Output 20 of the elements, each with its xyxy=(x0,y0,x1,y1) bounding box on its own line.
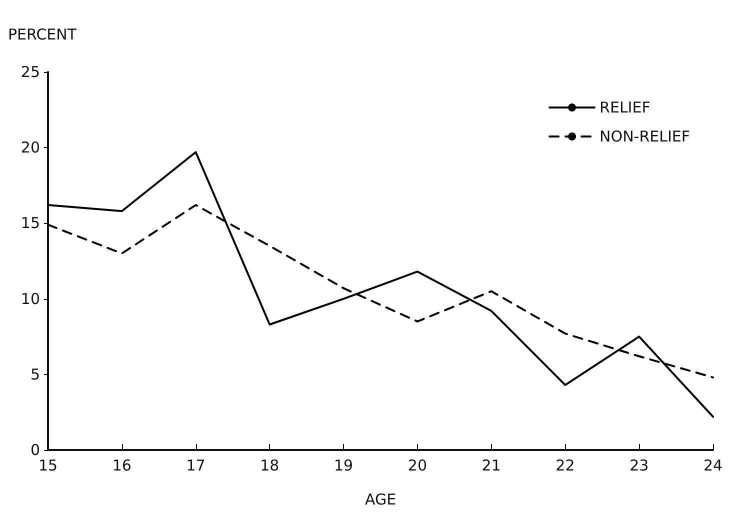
y-tick-label: 20 xyxy=(20,138,40,157)
x-tick-label: 19 xyxy=(334,456,354,474)
x-tick-label: 24 xyxy=(703,456,723,474)
x-tick-label: 21 xyxy=(482,456,501,474)
x-tick-label: 20 xyxy=(408,456,427,474)
y-tick-label: 0 xyxy=(30,441,40,459)
line-series xyxy=(47,151,714,418)
legend-label: RELIEF xyxy=(600,98,650,116)
x-tick-label: 16 xyxy=(112,456,132,474)
x-axis-title: AGE xyxy=(364,490,396,508)
x-tick-label: 23 xyxy=(630,456,649,474)
y-axis-title: PERCENT xyxy=(8,26,78,44)
x-tick-label: 22 xyxy=(556,456,575,474)
y-tick-label: 25 xyxy=(20,63,40,81)
y-tick-label: 5 xyxy=(30,365,40,384)
legend-label: NON-RELIEF xyxy=(600,128,690,146)
y-tick-label: 15 xyxy=(20,214,40,232)
y-tick-label: 10 xyxy=(20,290,40,308)
x-tick-label: 18 xyxy=(260,456,280,474)
x-tick-label: 17 xyxy=(186,456,206,474)
